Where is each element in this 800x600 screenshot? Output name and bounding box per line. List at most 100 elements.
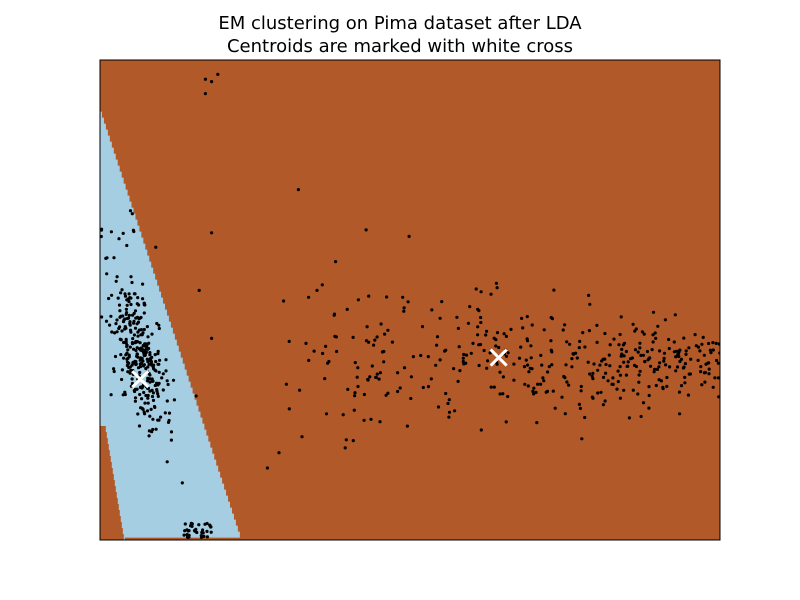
data-point	[535, 421, 539, 425]
data-point	[647, 406, 651, 410]
data-point	[426, 355, 430, 359]
data-point	[298, 388, 302, 392]
data-point	[637, 380, 641, 384]
data-point	[641, 353, 646, 357]
data-point	[125, 303, 129, 307]
data-point	[396, 371, 400, 375]
data-point	[658, 361, 662, 365]
data-point	[494, 281, 498, 285]
data-point	[120, 329, 124, 333]
data-point	[156, 362, 160, 366]
data-point	[134, 316, 138, 320]
data-point	[370, 364, 374, 368]
data-point	[119, 353, 123, 357]
data-point	[296, 188, 300, 192]
data-point	[612, 337, 616, 341]
data-point	[520, 316, 524, 320]
data-point	[549, 339, 553, 343]
data-point	[541, 376, 545, 380]
data-point	[133, 396, 138, 400]
data-point	[402, 309, 406, 313]
data-point	[707, 341, 711, 346]
data-point	[651, 333, 655, 337]
data-point	[686, 393, 691, 397]
data-point	[202, 534, 206, 539]
data-point	[265, 466, 269, 470]
data-point	[368, 375, 372, 379]
data-point	[479, 428, 483, 432]
data-point	[479, 320, 483, 325]
data-point	[581, 331, 585, 335]
data-point	[453, 409, 457, 413]
data-point	[603, 357, 607, 361]
data-point	[647, 385, 651, 389]
data-point	[157, 418, 161, 422]
data-point	[665, 384, 669, 388]
data-point	[141, 407, 145, 411]
data-point	[525, 337, 529, 341]
data-point	[117, 237, 121, 241]
data-point	[390, 340, 394, 344]
data-point	[155, 389, 159, 393]
data-point	[126, 297, 130, 301]
data-point	[456, 326, 460, 330]
data-point	[616, 369, 620, 373]
data-point	[167, 411, 172, 415]
data-point	[540, 363, 544, 367]
data-point	[525, 315, 529, 319]
data-point	[627, 416, 632, 420]
data-point	[560, 395, 564, 399]
data-point	[150, 377, 154, 381]
data-point	[477, 343, 481, 347]
data-point	[121, 231, 125, 235]
data-point	[128, 371, 132, 375]
data-point	[131, 337, 135, 341]
data-point	[113, 331, 117, 335]
data-point	[119, 291, 123, 295]
data-point	[169, 430, 174, 434]
data-point	[645, 349, 650, 354]
data-point	[624, 373, 629, 377]
data-point	[542, 328, 546, 332]
data-point	[172, 398, 176, 402]
data-point	[141, 331, 145, 335]
data-point	[504, 354, 509, 358]
data-point	[121, 393, 125, 397]
data-point	[150, 394, 155, 399]
data-point	[673, 313, 677, 317]
data-point	[512, 378, 516, 382]
data-point	[131, 228, 135, 232]
data-point	[142, 363, 146, 367]
data-point	[482, 348, 486, 353]
data-point	[672, 340, 676, 344]
data-point	[136, 334, 140, 338]
data-point	[385, 295, 389, 299]
data-point	[655, 367, 660, 371]
data-point	[640, 330, 645, 334]
data-point	[717, 342, 720, 346]
data-point	[153, 353, 157, 357]
data-point	[352, 408, 356, 412]
data-point	[205, 535, 209, 539]
data-point	[549, 348, 553, 352]
data-point	[145, 343, 149, 347]
data-point	[136, 340, 140, 344]
data-point	[190, 522, 194, 526]
data-point	[637, 373, 641, 377]
data-point	[152, 404, 157, 409]
data-point	[501, 375, 505, 379]
data-point	[171, 378, 176, 382]
data-point	[351, 439, 355, 443]
data-point	[356, 366, 360, 370]
cluster-region-blue	[100, 105, 242, 540]
data-point	[664, 363, 668, 367]
data-point	[112, 367, 116, 371]
data-point	[610, 382, 614, 386]
data-point	[154, 245, 158, 249]
data-point	[145, 357, 149, 361]
data-point	[353, 394, 357, 398]
data-point	[121, 314, 125, 318]
data-point	[524, 358, 528, 362]
data-point	[620, 347, 624, 351]
data-point	[135, 352, 139, 356]
